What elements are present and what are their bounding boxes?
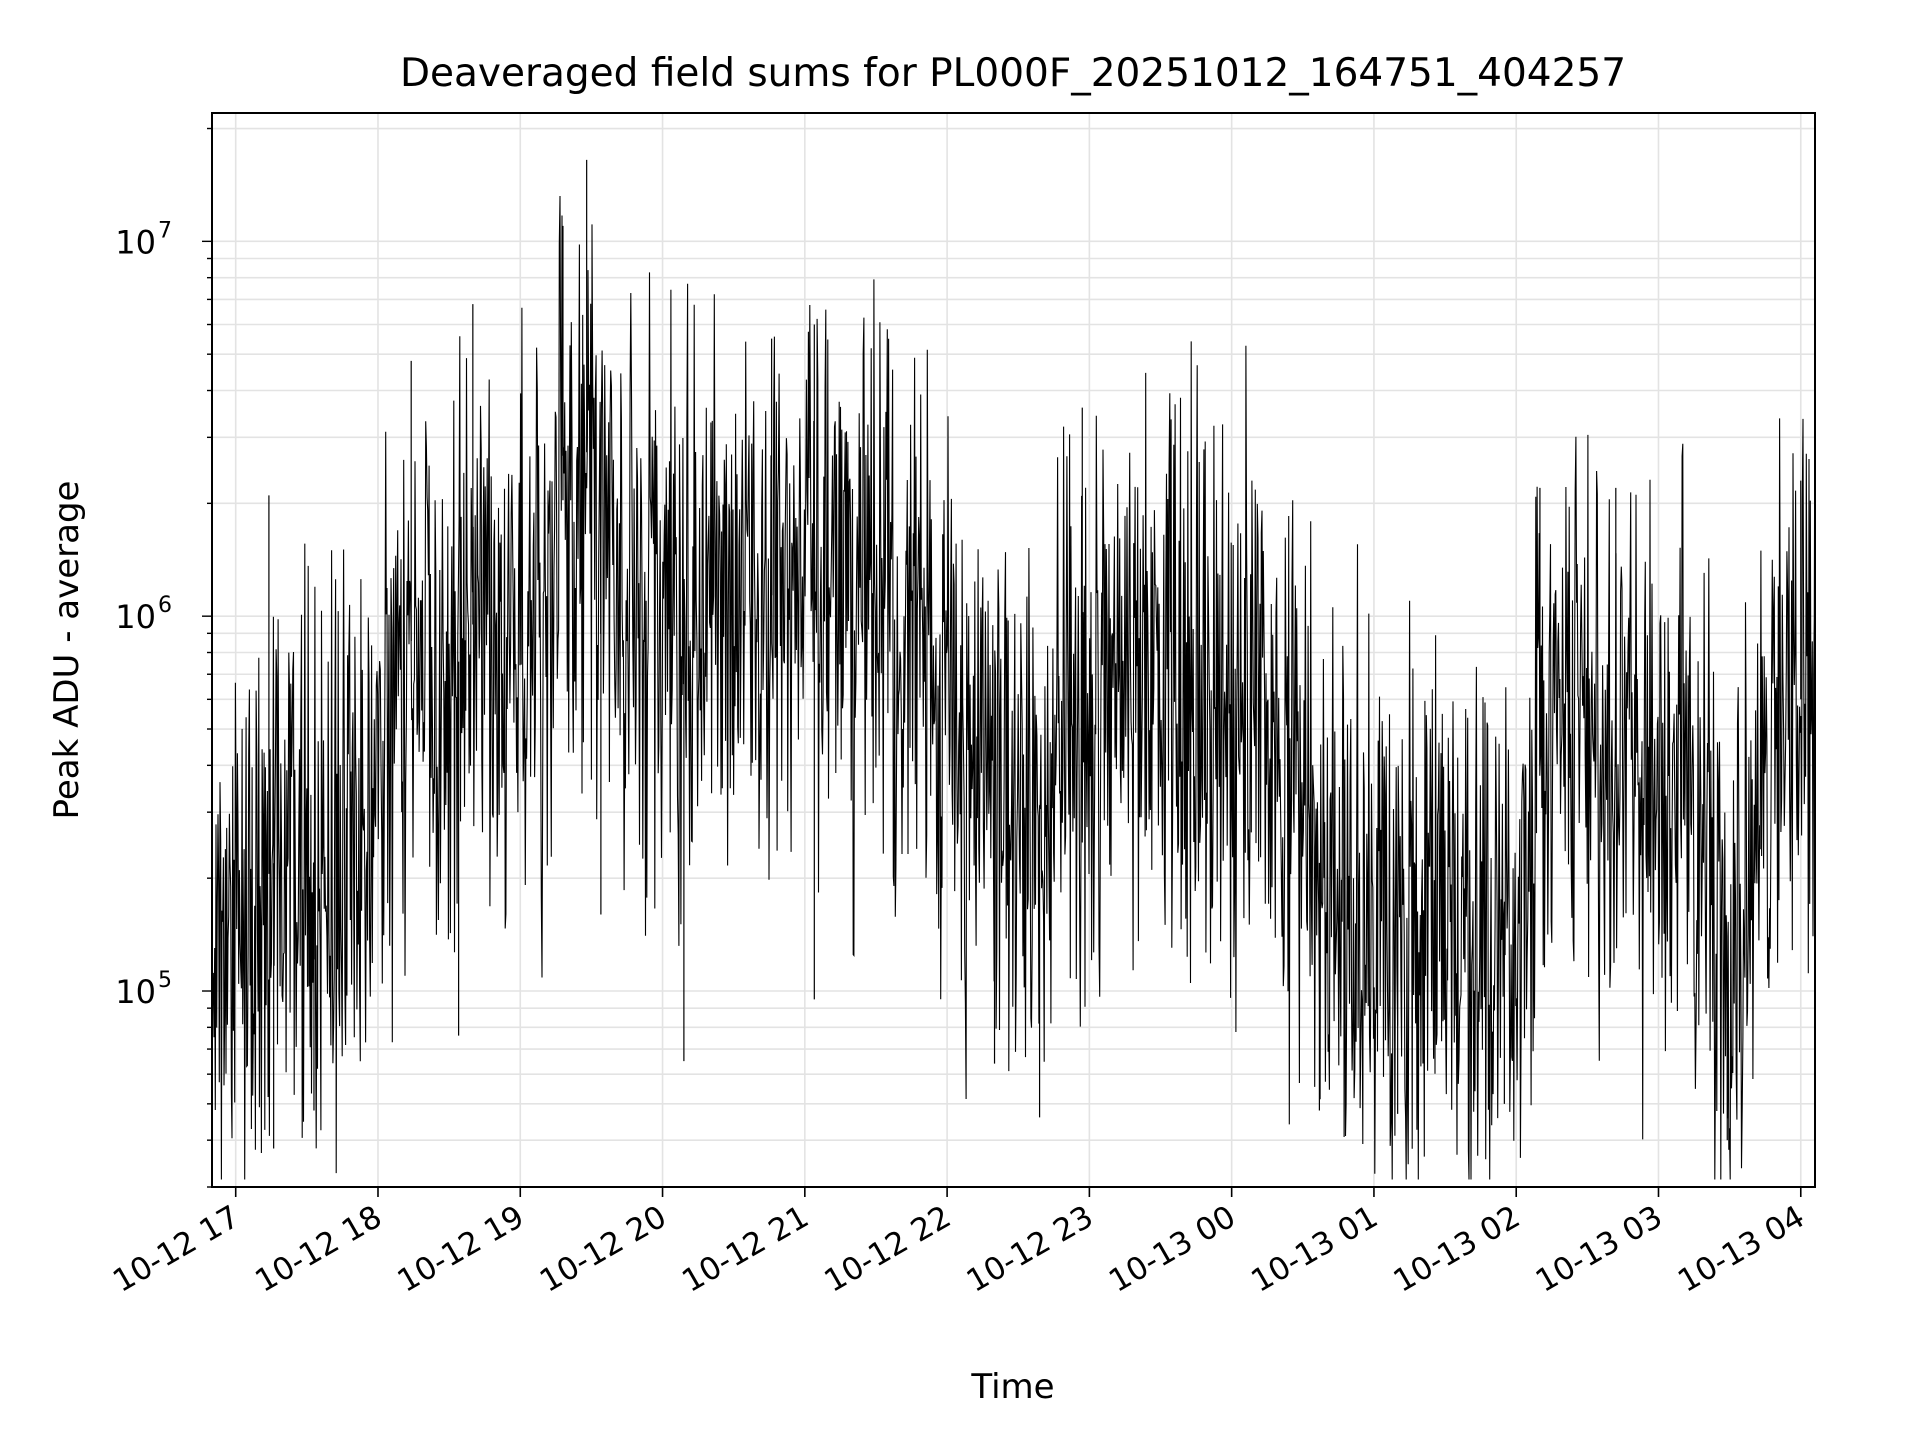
series-line: [212, 195, 1815, 1180]
y-tick-label: 10: [115, 598, 156, 636]
y-tick-label: 10: [115, 973, 156, 1011]
y-tick-exponent: 5: [158, 968, 172, 993]
y-tick-exponent: 7: [158, 218, 172, 243]
y-axis-label: Peak ADU - average: [47, 481, 87, 820]
y-tick-label: 10: [115, 223, 156, 261]
y-tick-exponent: 6: [158, 593, 172, 618]
x-axis-label: Time: [970, 1367, 1054, 1407]
plot-frame: [211, 112, 1816, 1188]
chart-title: Deaveraged field sums for PL000F_2025101…: [400, 51, 1626, 96]
data-area: [212, 159, 1815, 1180]
